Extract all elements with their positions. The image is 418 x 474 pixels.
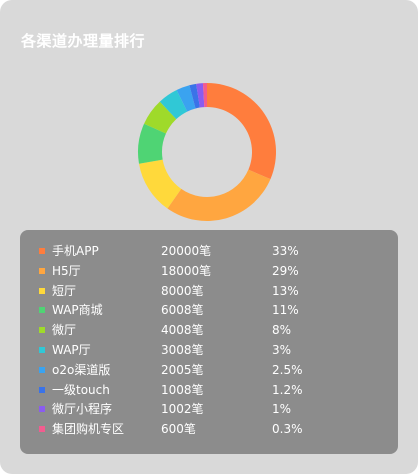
donut-slice-2[interactable] xyxy=(167,169,271,222)
donut-slice-6[interactable] xyxy=(159,90,188,120)
legend-percent: 0.3% xyxy=(272,422,303,437)
legend-count: 1002笔 xyxy=(161,402,204,417)
legend-row[interactable]: 手机APP 20000笔 33% xyxy=(20,241,398,261)
legend-percent: 33% xyxy=(272,244,299,258)
legend-channel-name: 集团购机专区 xyxy=(52,422,125,437)
legend-count: 18000笔 xyxy=(161,263,212,278)
legend-row[interactable]: WAP商城 6008笔 11% xyxy=(20,300,398,320)
legend-percent: 3% xyxy=(272,343,292,357)
legend-channel-name: WAP厅 xyxy=(52,343,91,357)
legend-row[interactable]: 微厅小程序 1002笔 1% xyxy=(20,399,398,419)
donut-slice-8[interactable] xyxy=(189,83,200,109)
legend-count: 1008笔 xyxy=(161,382,204,397)
legend-channel-name: 一级touch xyxy=(52,382,110,397)
legend-swatch xyxy=(39,386,45,393)
legend-channel-name: 手机APP xyxy=(52,244,99,258)
legend-row[interactable]: 一级touch 1008笔 1.2% xyxy=(20,380,398,400)
legend-percent: 2.5% xyxy=(272,362,303,377)
legend-swatch xyxy=(39,347,45,353)
donut-chart xyxy=(0,74,418,234)
legend-swatch xyxy=(39,267,45,274)
legend-channel-name: o2o渠道版 xyxy=(52,362,111,377)
donut-slice-7[interactable] xyxy=(176,85,196,112)
donut-slice-5[interactable] xyxy=(144,101,177,134)
legend-percent: 11% xyxy=(272,303,299,318)
legend-percent: 8% xyxy=(272,323,292,338)
donut-slice-9[interactable] xyxy=(196,83,205,108)
donut-slice-10[interactable] xyxy=(202,83,207,108)
legend-swatch xyxy=(39,307,45,314)
donut-slice-3[interactable] xyxy=(139,159,182,209)
donut-slice-1[interactable] xyxy=(207,83,276,180)
legend-swatch xyxy=(39,406,45,413)
legend-channel-name: WAP商城 xyxy=(52,303,103,318)
legend-swatch xyxy=(39,287,45,294)
donut-svg xyxy=(137,83,276,222)
legend-row[interactable]: 微厅 4008笔 8% xyxy=(20,320,398,340)
legend-row[interactable]: o2o渠道版 2005笔 2.5% xyxy=(20,360,398,380)
legend-channel-name: 微厅 xyxy=(52,323,77,338)
legend-count: 4008笔 xyxy=(161,323,204,338)
legend-count: 20000笔 xyxy=(161,244,212,258)
card-title: 各渠道办理量排行 xyxy=(21,32,146,50)
legend-channel-name: H5厅 xyxy=(52,263,81,278)
legend-panel: 手机APP 20000笔 33% H5厅 18000笔 29% 短厅 8000笔 13% WAP商… xyxy=(20,230,398,454)
legend-row[interactable]: H5厅 18000笔 29% xyxy=(20,261,398,281)
legend-percent: 29% xyxy=(272,263,299,278)
legend-swatch xyxy=(39,248,45,254)
legend-swatch xyxy=(39,426,45,433)
legend-channel-name: 短厅 xyxy=(52,283,77,298)
legend-percent: 1% xyxy=(272,402,292,417)
legend-count: 8000笔 xyxy=(161,283,204,298)
legend-percent: 1.2% xyxy=(272,382,303,397)
legend-channel-name: 微厅小程序 xyxy=(52,402,113,417)
legend-swatch xyxy=(39,366,45,373)
donut-slice-4[interactable] xyxy=(137,123,166,164)
legend-count: 3008笔 xyxy=(161,343,204,357)
legend-swatch xyxy=(39,327,45,334)
legend-count: 600笔 xyxy=(161,422,196,437)
legend-percent: 13% xyxy=(272,283,299,298)
legend-row[interactable]: WAP厅 3008笔 3% xyxy=(20,340,398,360)
legend-row[interactable]: 集团购机专区 600笔 0.3% xyxy=(20,419,398,439)
legend-count: 2005笔 xyxy=(161,362,204,377)
legend-count: 6008笔 xyxy=(161,303,204,318)
legend-row[interactable]: 短厅 8000笔 13% xyxy=(20,281,398,301)
